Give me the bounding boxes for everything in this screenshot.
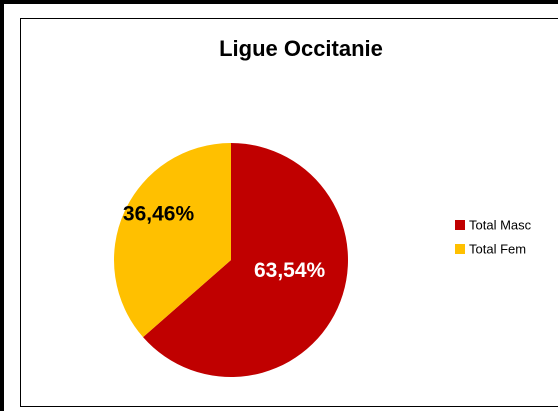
data-label: 63,54% xyxy=(254,259,326,282)
legend-swatch xyxy=(455,220,465,230)
pie-slice xyxy=(143,143,348,378)
legend-swatch xyxy=(455,244,465,254)
chart-title: Ligue Occitanie xyxy=(219,36,383,61)
data-label: 36,46% xyxy=(123,203,195,226)
pie-slice xyxy=(114,143,231,338)
legend-label: Total Masc xyxy=(469,217,532,232)
legend-label: Total Fem xyxy=(469,241,526,256)
